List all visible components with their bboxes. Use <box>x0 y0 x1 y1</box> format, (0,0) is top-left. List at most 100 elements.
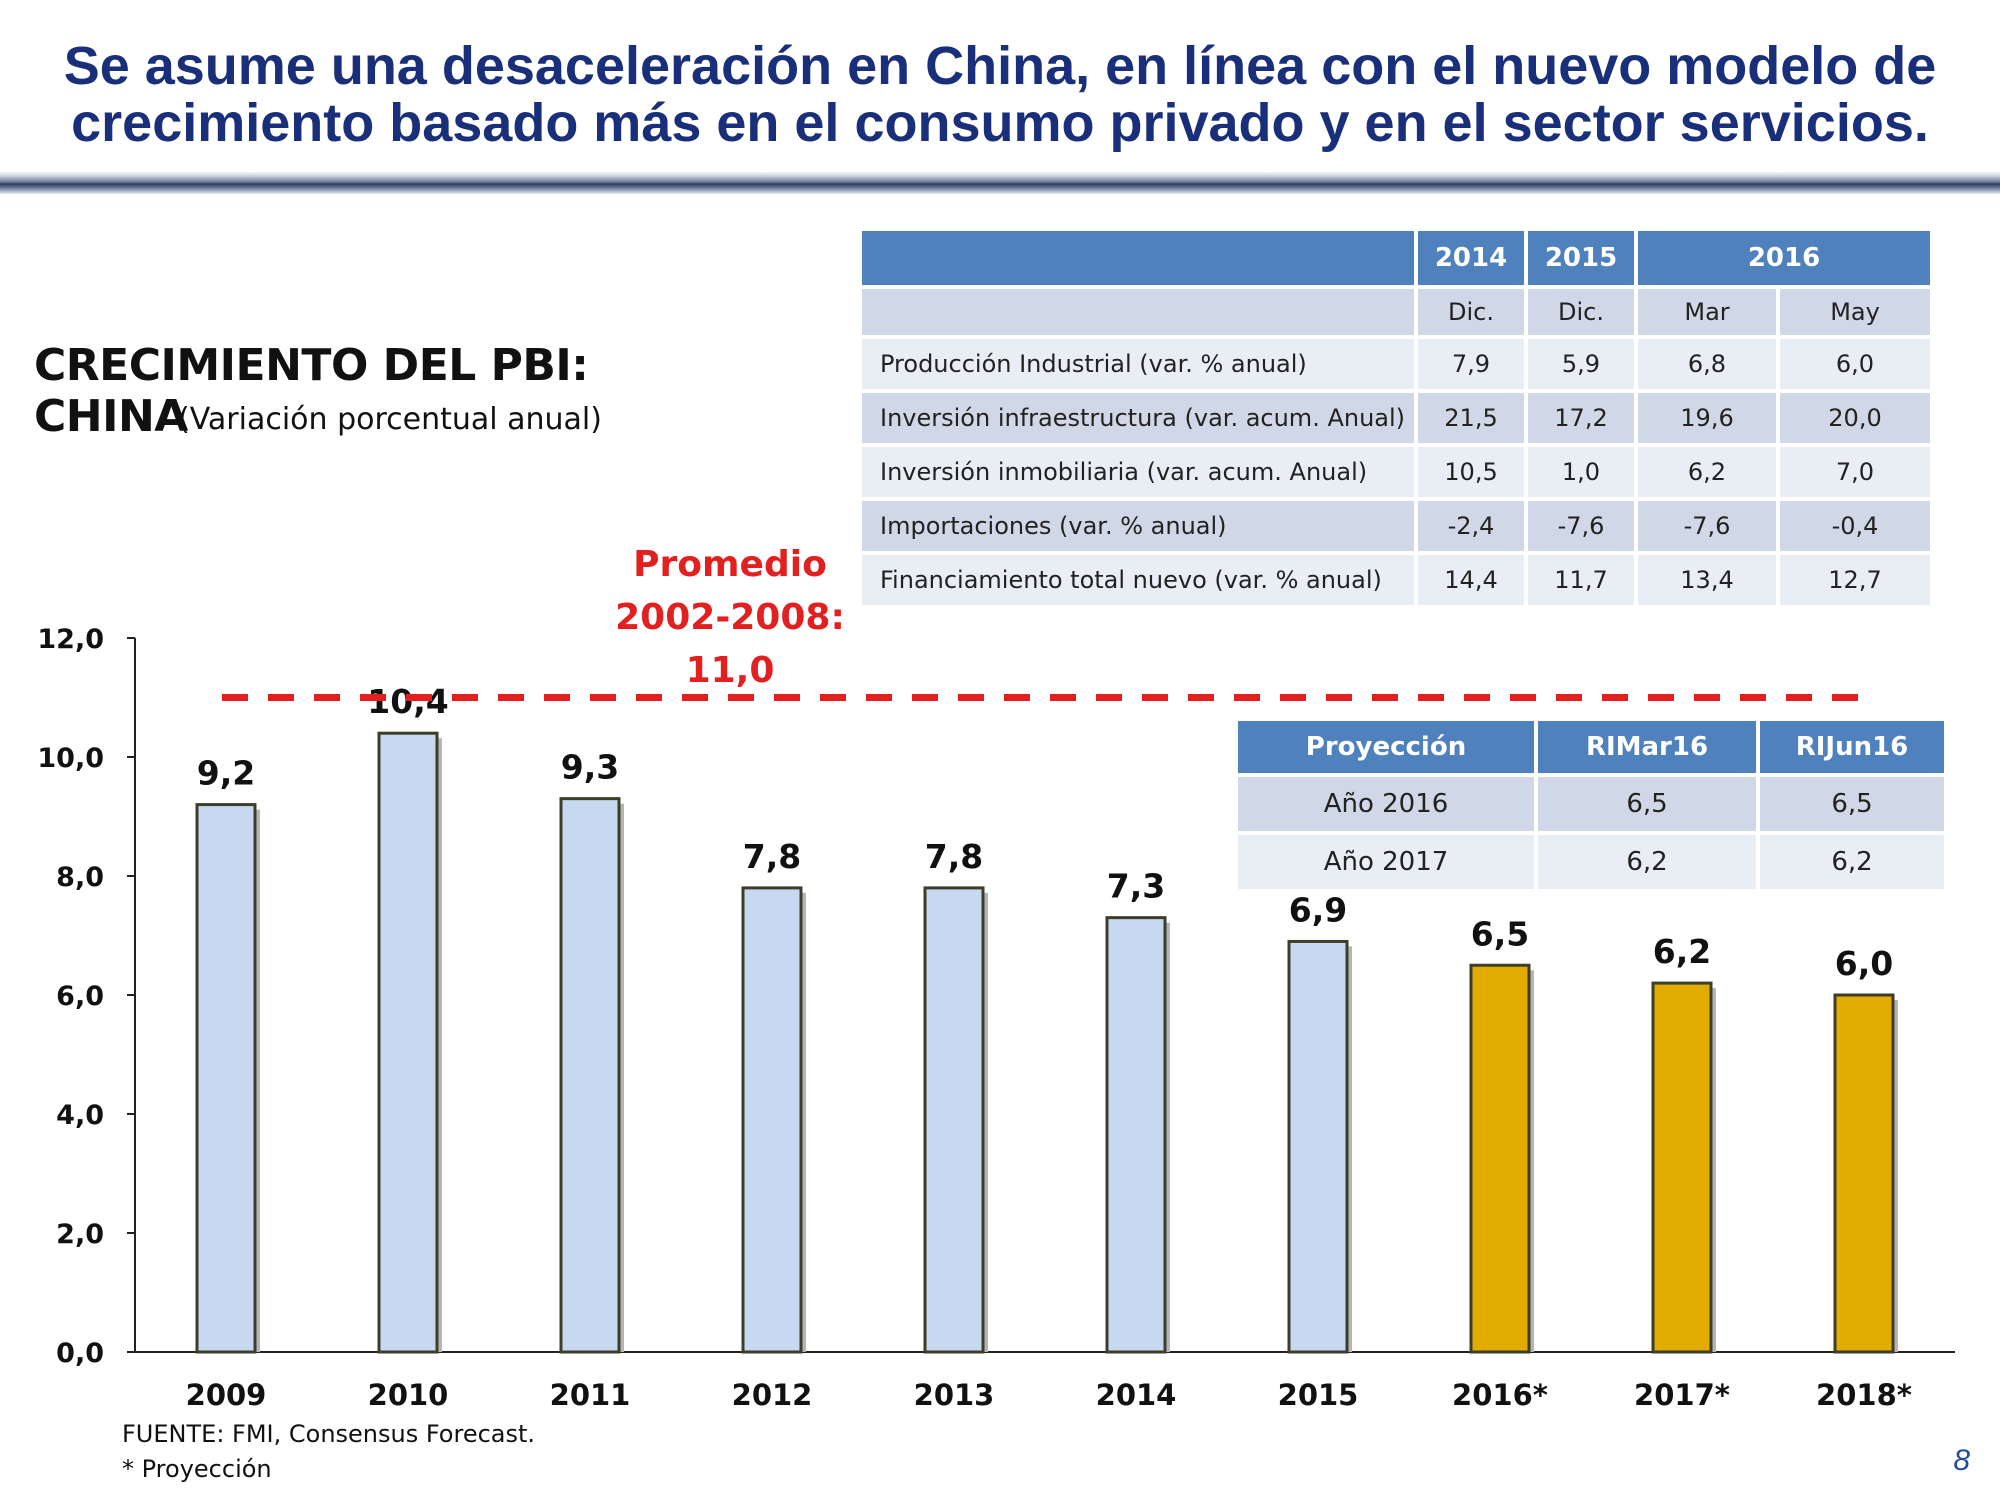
chart-subtitle: (Variación porcentual anual) <box>178 402 602 437</box>
projection-footnote: * Proyección <box>122 1455 272 1483</box>
y-tick-label: 0,0 <box>56 1338 104 1369</box>
table-cell: 21,5 <box>1418 393 1524 443</box>
table-cell: -2,4 <box>1418 501 1524 551</box>
x-category-label: 2017* <box>1634 1378 1730 1412</box>
subheader-mar-2016: Mar <box>1638 289 1776 335</box>
subheader-blank <box>862 289 1414 335</box>
rijun16-header: RIJun16 <box>1760 721 1944 773</box>
row-label: Año 2017 <box>1238 835 1534 889</box>
table-row: Año 2016 6,5 6,5 <box>1238 777 1944 831</box>
table-cell: 13,4 <box>1638 555 1776 605</box>
table-cell: -0,4 <box>1780 501 1930 551</box>
table-cell: 6,2 <box>1538 835 1756 889</box>
projection-header: Proyección <box>1238 721 1534 773</box>
historical-bar <box>1287 939 1349 1354</box>
average-period: 2002-2008: <box>615 597 845 638</box>
indicators-table: 2014 2015 2016 Dic. Dic. Mar May Producc… <box>858 227 1934 609</box>
row-label: Importaciones (var. % anual) <box>862 501 1414 551</box>
table-cell: 17,2 <box>1528 393 1634 443</box>
y-tick-label: 2,0 <box>56 1219 104 1250</box>
historical-bar <box>923 886 985 1354</box>
indicators-header-blank <box>862 231 1414 285</box>
x-category-label: 2016* <box>1452 1378 1548 1412</box>
projected-bar <box>1469 963 1531 1354</box>
historical-bar <box>1105 916 1167 1354</box>
page-number: 8 <box>1953 1444 1970 1477</box>
title-divider <box>0 172 2000 194</box>
table-cell: 14,4 <box>1418 555 1524 605</box>
table-cell: 5,9 <box>1528 339 1634 389</box>
x-category-label: 2012 <box>732 1378 813 1412</box>
table-cell: 10,5 <box>1418 447 1524 497</box>
table-row: Producción Industrial (var. % anual) 7,9… <box>862 339 1930 389</box>
historical-bar <box>559 797 621 1354</box>
bar-value-label: 9,3 <box>561 748 619 787</box>
table-cell: -7,6 <box>1528 501 1634 551</box>
x-category-label: 2010 <box>368 1378 449 1412</box>
headline: Se asume una desaceleración en China, en… <box>0 38 2000 152</box>
average-label: Promedio <box>633 544 827 585</box>
table-row: Año 2017 6,2 6,2 <box>1238 835 1944 889</box>
historical-bar <box>195 803 257 1354</box>
table-row: Inversión inmobiliaria (var. acum. Anual… <box>862 447 1930 497</box>
rimar16-header: RIMar16 <box>1538 721 1756 773</box>
row-label: Financiamiento total nuevo (var. % anual… <box>862 555 1414 605</box>
table-cell: 20,0 <box>1780 393 1930 443</box>
chart-title: CRECIMIENTO DEL PBI: CHINA <box>34 340 589 442</box>
table-cell: 19,6 <box>1638 393 1776 443</box>
table-cell: 6,8 <box>1638 339 1776 389</box>
table-row: Financiamiento total nuevo (var. % anual… <box>862 555 1930 605</box>
y-tick-label: 4,0 <box>56 1100 104 1131</box>
subheader-dic-2015: Dic. <box>1528 289 1634 335</box>
bar-value-label: 6,2 <box>1653 932 1711 971</box>
row-label: Inversión infraestructura (var. acum. An… <box>862 393 1414 443</box>
y-tick-label: 8,0 <box>56 862 104 893</box>
x-category-label: 2009 <box>186 1378 267 1412</box>
y-tick-label: 6,0 <box>56 981 104 1012</box>
projected-bar <box>1651 981 1713 1354</box>
bar-value-label: 6,0 <box>1835 944 1893 983</box>
table-cell: 12,7 <box>1780 555 1930 605</box>
table-cell: 6,2 <box>1638 447 1776 497</box>
source-note: FUENTE: FMI, Consensus Forecast. <box>122 1420 536 1448</box>
bar-value-label: 7,8 <box>925 837 983 876</box>
x-category-label: 2013 <box>914 1378 995 1412</box>
table-cell: -7,6 <box>1638 501 1776 551</box>
table-cell: 6,5 <box>1760 777 1944 831</box>
bar-value-label: 7,8 <box>743 837 801 876</box>
bar-value-label: 6,5 <box>1471 914 1529 953</box>
table-row: Importaciones (var. % anual) -2,4 -7,6 -… <box>862 501 1930 551</box>
table-cell: 6,0 <box>1780 339 1930 389</box>
y-tick-label: 12,0 <box>37 624 104 655</box>
bar-value-label: 7,3 <box>1107 867 1165 906</box>
table-cell: 11,7 <box>1528 555 1634 605</box>
row-label: Producción Industrial (var. % anual) <box>862 339 1414 389</box>
year-2014-header: 2014 <box>1418 231 1524 285</box>
headline-line-2: crecimiento basado más en el consumo pri… <box>71 93 1929 153</box>
bar-value-label: 6,9 <box>1289 890 1347 929</box>
x-category-label: 2018* <box>1816 1378 1912 1412</box>
table-cell: 1,0 <box>1528 447 1634 497</box>
row-label: Año 2016 <box>1238 777 1534 831</box>
subheader-may-2016: May <box>1780 289 1930 335</box>
table-row: Inversión infraestructura (var. acum. An… <box>862 393 1930 443</box>
table-cell: 6,5 <box>1538 777 1756 831</box>
table-cell: 7,0 <box>1780 447 1930 497</box>
table-cell: 6,2 <box>1760 835 1944 889</box>
projection-table: Proyección RIMar16 RIJun16 Año 2016 6,5 … <box>1234 717 1948 893</box>
bar-value-label: 9,2 <box>197 754 255 793</box>
y-tick-label: 10,0 <box>37 743 104 774</box>
table-cell: 7,9 <box>1418 339 1524 389</box>
projected-bar <box>1833 993 1895 1354</box>
x-category-label: 2011 <box>550 1378 631 1412</box>
average-value: 11,0 <box>685 650 775 691</box>
historical-bar <box>377 731 439 1354</box>
subheader-dic-2014: Dic. <box>1418 289 1524 335</box>
average-annotation: Promedio 2002-2008: 11,0 <box>590 538 870 697</box>
bar-value-label: 10,4 <box>367 682 448 721</box>
x-category-label: 2015 <box>1278 1378 1359 1412</box>
year-2016-header: 2016 <box>1638 231 1930 285</box>
row-label: Inversión inmobiliaria (var. acum. Anual… <box>862 447 1414 497</box>
x-category-label: 2014 <box>1096 1378 1177 1412</box>
